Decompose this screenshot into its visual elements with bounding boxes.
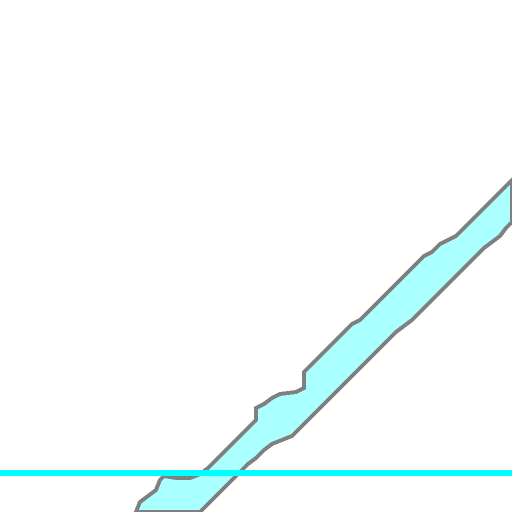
brush-stroke-shape[interactable]	[133, 177, 512, 512]
horizontal-cyan-line	[0, 470, 512, 476]
